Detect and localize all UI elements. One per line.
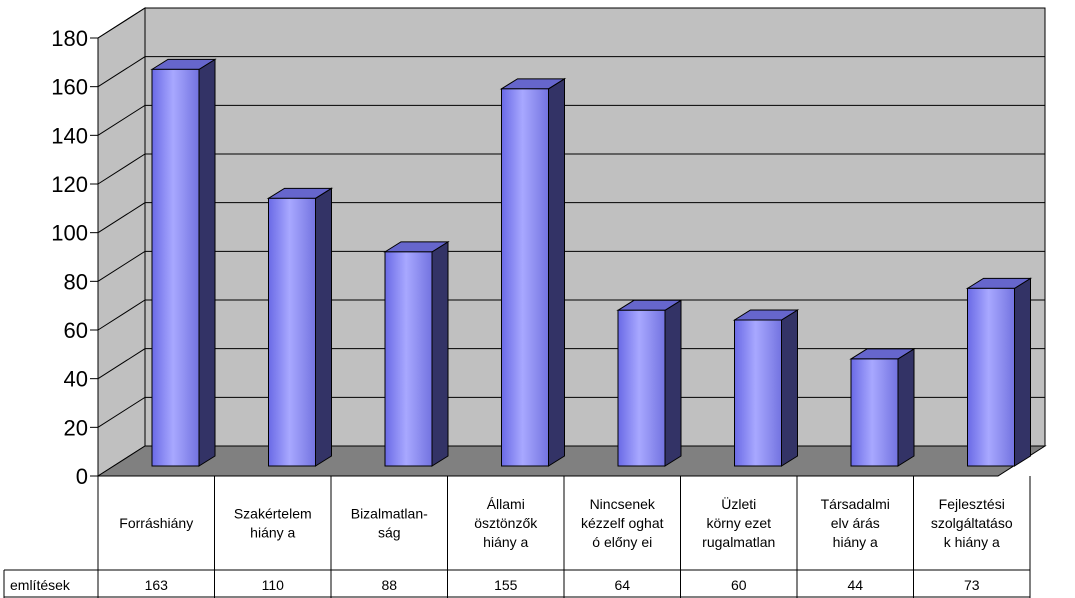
bar-side bbox=[548, 77, 565, 467]
bar-front bbox=[850, 358, 899, 467]
gridline bbox=[97, 153, 1045, 185]
value-label: 110 bbox=[262, 577, 285, 593]
y-axis: 0 20 40 60 80 100 120 140 160 180 bbox=[51, 26, 99, 489]
side-wall bbox=[97, 7, 146, 477]
bar-front bbox=[268, 197, 316, 467]
bar-side bbox=[1014, 277, 1031, 467]
value-label: 155 bbox=[494, 577, 518, 593]
bar-side bbox=[431, 240, 449, 467]
y-tick-label: 0 bbox=[76, 464, 88, 489]
gridline bbox=[97, 250, 1045, 282]
gridline bbox=[97, 202, 1045, 234]
y-tick-label: 120 bbox=[51, 172, 88, 197]
bar bbox=[266, 187, 334, 467]
value-label: 44 bbox=[847, 577, 863, 593]
category-label: Társadalmi elv árás hiány a bbox=[821, 496, 890, 550]
series-legend-label: említések bbox=[10, 577, 71, 593]
bar-side bbox=[664, 299, 682, 467]
value-label: 60 bbox=[731, 577, 747, 593]
gridlines bbox=[97, 7, 1045, 428]
gridline bbox=[97, 56, 1045, 88]
gridline bbox=[97, 7, 1045, 39]
bar bbox=[383, 240, 450, 467]
value-label: 163 bbox=[145, 577, 169, 593]
bar bbox=[499, 77, 567, 467]
y-tick-label: 80 bbox=[64, 269, 88, 294]
bar-side bbox=[198, 58, 216, 467]
value-label: 64 bbox=[614, 577, 630, 593]
bar-front bbox=[617, 309, 666, 467]
data-table: említések Forráshiány 163 Szakértelem hiány … bbox=[3, 476, 1031, 598]
bar-side bbox=[315, 187, 332, 467]
bar bbox=[849, 348, 916, 467]
gridline bbox=[97, 299, 1045, 331]
y-tick-label: 100 bbox=[51, 221, 88, 246]
bar-side bbox=[781, 309, 798, 467]
bar bbox=[150, 58, 217, 467]
bar bbox=[732, 309, 800, 467]
category-label: Fejlesztési szolgáltatáso k hiány a bbox=[931, 496, 1013, 550]
y-tick-label: 140 bbox=[51, 123, 88, 148]
bar-front bbox=[384, 251, 433, 467]
y-tick-label: 160 bbox=[51, 75, 88, 100]
bars-group bbox=[150, 58, 1033, 467]
bar-front bbox=[734, 319, 782, 467]
bar-front bbox=[967, 287, 1015, 467]
bar bbox=[616, 299, 683, 467]
floor bbox=[96, 445, 1047, 477]
category-label: Üzleti körny ezet rugalmatlan bbox=[702, 495, 775, 550]
bar-front bbox=[501, 88, 549, 467]
category-label: Szakértelem hiány a bbox=[234, 506, 312, 541]
gridline bbox=[97, 104, 1045, 136]
y-tick-label: 180 bbox=[51, 26, 88, 51]
value-label: 73 bbox=[964, 577, 980, 593]
category-label: Bizalmatlan-ság bbox=[351, 506, 428, 541]
y-tick-label: 60 bbox=[64, 318, 88, 343]
value-label: 88 bbox=[381, 577, 397, 593]
bar-front bbox=[151, 68, 200, 467]
bar-side bbox=[897, 348, 915, 467]
category-label: Nincsenek kézzelf oghat ó előny ei bbox=[581, 496, 664, 550]
y-tick-label: 20 bbox=[64, 415, 88, 440]
category-label: Állami ösztönzők hiány a bbox=[474, 496, 538, 550]
bar bbox=[965, 277, 1033, 467]
y-tick-label: 40 bbox=[64, 367, 88, 392]
category-label: Forráshiány bbox=[119, 515, 193, 531]
